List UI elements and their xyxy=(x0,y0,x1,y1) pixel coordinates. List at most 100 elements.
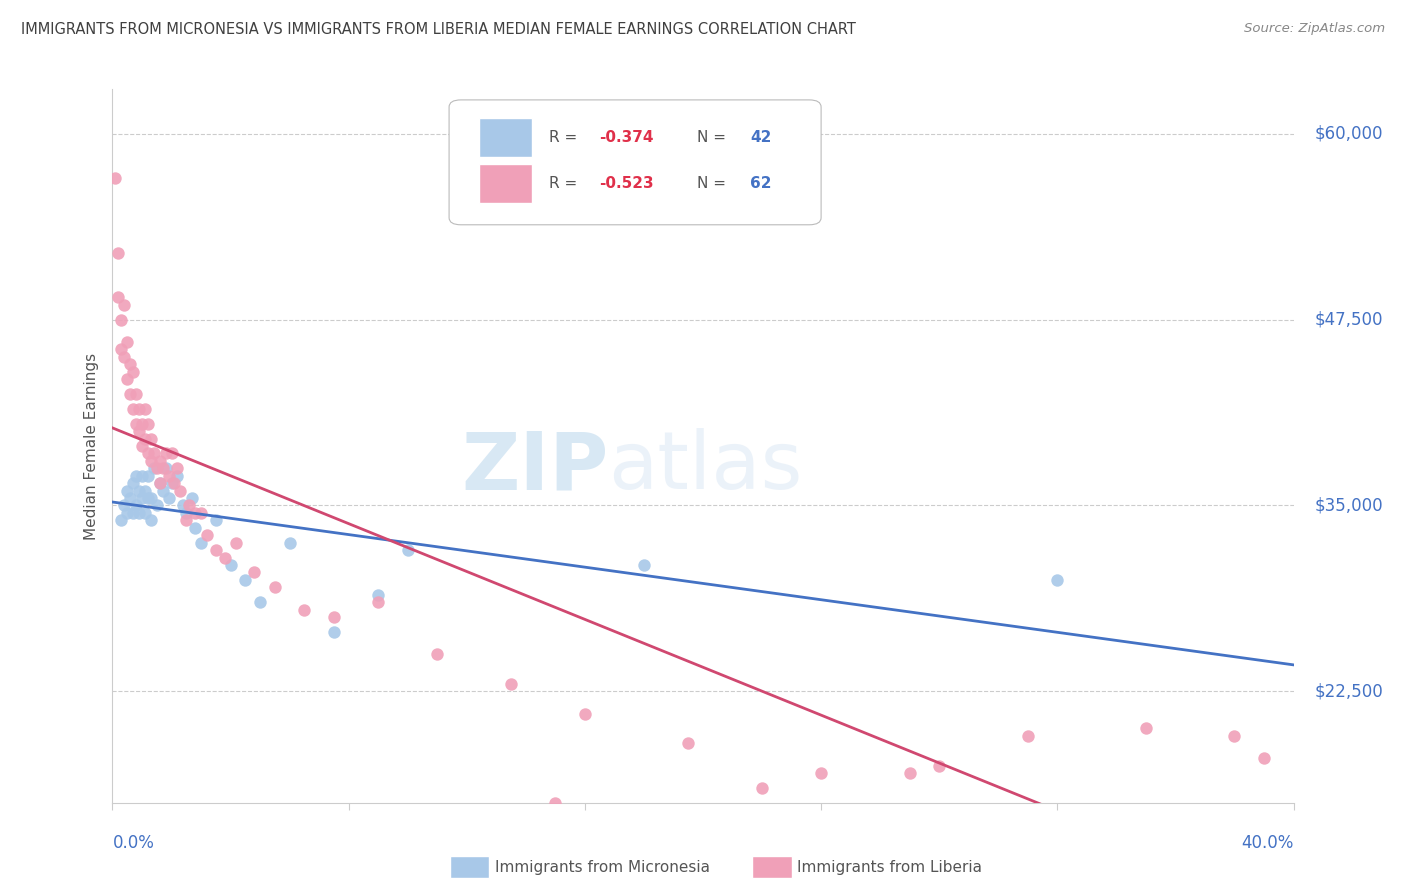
Point xyxy=(174,513,197,527)
Text: 42: 42 xyxy=(751,130,772,145)
Text: 0.0%: 0.0% xyxy=(112,834,155,852)
Point xyxy=(136,446,159,460)
Point xyxy=(128,483,150,498)
Point xyxy=(134,401,156,416)
Point xyxy=(181,491,204,505)
Point xyxy=(142,461,165,475)
Point xyxy=(1046,573,1069,587)
Point xyxy=(169,483,191,498)
Point xyxy=(214,550,236,565)
Point xyxy=(110,343,132,357)
Point xyxy=(146,461,169,475)
Point xyxy=(131,468,153,483)
Point xyxy=(136,417,159,431)
Text: Immigrants from Liberia: Immigrants from Liberia xyxy=(797,860,983,874)
Point xyxy=(1135,722,1157,736)
Point xyxy=(928,758,950,772)
Point xyxy=(117,334,138,349)
Point xyxy=(190,535,212,549)
Point xyxy=(1253,751,1275,765)
Point xyxy=(264,580,287,594)
Point xyxy=(139,491,162,505)
Point xyxy=(107,290,129,304)
Point xyxy=(139,513,162,527)
Point xyxy=(112,298,135,312)
Text: -0.523: -0.523 xyxy=(599,177,654,191)
Point xyxy=(110,513,132,527)
Text: ZIP: ZIP xyxy=(461,428,609,507)
Point xyxy=(323,624,346,639)
Text: 40.0%: 40.0% xyxy=(1241,834,1294,852)
Point xyxy=(166,461,188,475)
Text: Immigrants from Micronesia: Immigrants from Micronesia xyxy=(495,860,710,874)
Point xyxy=(751,780,773,795)
Point xyxy=(157,491,180,505)
Point xyxy=(166,468,188,483)
Point xyxy=(1223,729,1246,743)
Point xyxy=(110,312,132,326)
Point xyxy=(149,476,172,491)
Point xyxy=(205,513,228,527)
Point xyxy=(367,588,389,602)
Point xyxy=(149,476,172,491)
Point xyxy=(136,491,159,505)
Point xyxy=(125,417,148,431)
Point xyxy=(117,372,138,386)
Point xyxy=(122,365,145,379)
Point xyxy=(1017,729,1039,743)
Y-axis label: Median Female Earnings: Median Female Earnings xyxy=(84,352,100,540)
Point xyxy=(323,610,346,624)
Point xyxy=(155,461,177,475)
Point xyxy=(104,171,127,186)
Point xyxy=(233,573,256,587)
Point xyxy=(501,677,523,691)
Point xyxy=(292,602,315,616)
Point xyxy=(139,432,162,446)
Text: $47,500: $47,500 xyxy=(1315,310,1384,328)
Point xyxy=(633,558,655,572)
Text: -0.374: -0.374 xyxy=(599,130,654,145)
Text: $35,000: $35,000 xyxy=(1315,497,1384,515)
Point xyxy=(120,491,142,505)
Point xyxy=(125,387,148,401)
Point xyxy=(898,766,921,780)
Point xyxy=(146,499,169,513)
Point xyxy=(184,521,207,535)
Point xyxy=(112,499,135,513)
FancyBboxPatch shape xyxy=(449,100,821,225)
Point xyxy=(131,439,153,453)
Point xyxy=(125,468,148,483)
Text: 62: 62 xyxy=(751,177,772,191)
Point xyxy=(179,499,201,513)
Point xyxy=(134,432,156,446)
Text: R =: R = xyxy=(550,130,582,145)
Point xyxy=(120,357,142,371)
Point xyxy=(134,506,156,520)
Point xyxy=(142,446,165,460)
Point xyxy=(219,558,242,572)
Point xyxy=(152,483,174,498)
Point xyxy=(195,528,218,542)
Point xyxy=(112,350,135,364)
Point xyxy=(544,796,567,810)
Point xyxy=(160,446,183,460)
Point xyxy=(134,483,156,498)
Point xyxy=(122,506,145,520)
Point xyxy=(157,468,180,483)
Text: N =: N = xyxy=(697,177,731,191)
Point xyxy=(574,706,596,721)
Point xyxy=(184,506,207,520)
Point xyxy=(125,499,148,513)
Point xyxy=(278,535,301,549)
Point xyxy=(122,476,145,491)
Point xyxy=(120,387,142,401)
Point xyxy=(117,483,138,498)
Text: $60,000: $60,000 xyxy=(1315,125,1384,143)
Point xyxy=(172,499,194,513)
Point xyxy=(152,461,174,475)
Point xyxy=(131,417,153,431)
Point xyxy=(810,766,832,780)
Point xyxy=(128,401,150,416)
Point xyxy=(190,506,212,520)
Point xyxy=(205,543,228,558)
